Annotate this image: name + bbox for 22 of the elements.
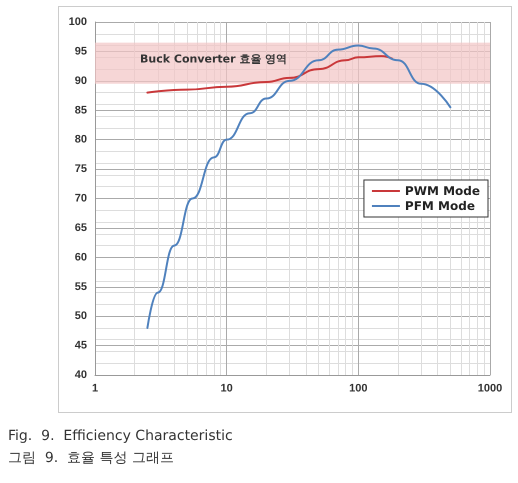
caption: 그림 9. 효율 특성 그래프 xyxy=(8,449,176,468)
band-label: Buck Converter 효율 영역 xyxy=(140,52,288,66)
x-tick-label: 100 xyxy=(349,382,368,394)
y-tick-label: 40 xyxy=(74,369,87,381)
legend-label: PFM Mode xyxy=(404,199,475,213)
y-tick-label: 50 xyxy=(74,310,87,322)
x-tick-label: 10 xyxy=(220,382,233,394)
y-tick-label: 45 xyxy=(74,340,87,352)
y-tick-label: 90 xyxy=(74,74,87,87)
legend-label: PWM Mode xyxy=(404,184,480,198)
y-tick-label: 65 xyxy=(74,222,87,234)
y-tick-label: 85 xyxy=(74,104,87,116)
x-tick-label: 1 xyxy=(92,382,98,394)
y-tick-label: 55 xyxy=(74,280,87,293)
y-tick-label: 70 xyxy=(74,192,87,204)
y-tick-label: 75 xyxy=(74,163,87,176)
x-tick-label: 1000 xyxy=(478,382,502,394)
caption: Fig. 9. Efficiency Characteristic xyxy=(8,427,233,446)
y-tick-label: 100 xyxy=(68,16,87,28)
y-tick-label: 60 xyxy=(74,251,87,264)
y-tick-label: 95 xyxy=(74,45,87,58)
y-tick-label: 80 xyxy=(74,134,87,146)
